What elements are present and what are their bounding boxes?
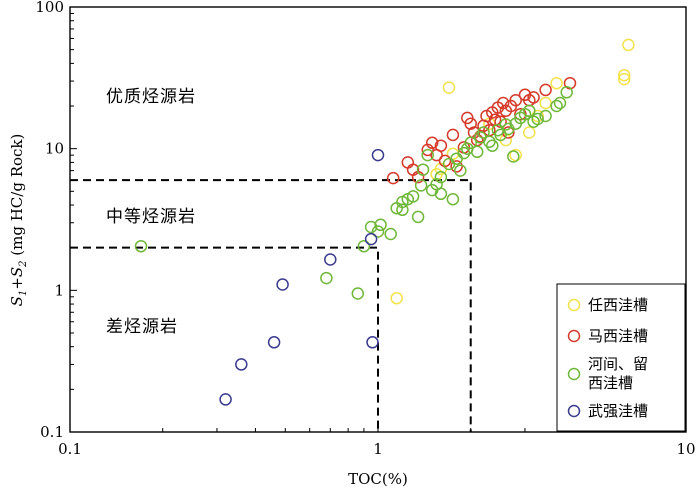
legend-label-ma-xi: 马西洼槽: [588, 327, 648, 345]
data-point-series-2: [560, 86, 573, 99]
data-points: [134, 38, 635, 406]
y-axis-title-sub2: 2: [18, 260, 29, 267]
data-point-series-2: [507, 150, 520, 163]
data-point-series-0: [622, 38, 635, 52]
data-point-series-0: [539, 96, 552, 110]
data-point-series-2: [470, 145, 484, 159]
y-tick-label: 10: [45, 140, 64, 158]
data-point-series-2: [446, 192, 460, 206]
data-point-series-2: [531, 112, 544, 126]
data-point-series-3: [267, 336, 281, 349]
data-point-series-1: [425, 136, 439, 150]
data-point-series-2: [434, 170, 448, 184]
data-point-series-2: [351, 287, 365, 300]
boundary-good-medium: [70, 179, 472, 432]
x-tick-label: 1: [373, 440, 383, 458]
data-point-series-2: [421, 148, 434, 162]
legend-label-line: 西洼槽: [588, 374, 633, 392]
data-point-series-2: [414, 179, 428, 192]
data-point-series-1: [386, 171, 400, 185]
zone-boundaries: [70, 179, 472, 432]
zone-label-good: 优质烃源岩: [106, 87, 196, 107]
data-point-series-2: [357, 239, 371, 253]
data-point-series-1: [446, 128, 460, 142]
data-point-series-0: [617, 68, 631, 82]
x-axis-title: TOC(%): [348, 470, 408, 488]
data-point-series-1: [438, 154, 452, 168]
data-point-series-2: [364, 220, 378, 234]
data-point-series-2: [494, 128, 507, 142]
data-point-series-2: [406, 190, 420, 203]
data-point-series-2: [434, 187, 448, 201]
data-point-series-2: [320, 271, 333, 285]
data-point-series-1: [434, 139, 448, 152]
data-point-series-3: [235, 358, 248, 371]
legend: 任西洼槽 马西洼槽 河间、留西洼槽 武强洼槽: [556, 283, 686, 432]
data-point-series-2: [374, 218, 387, 232]
data-point-series-3: [324, 253, 337, 266]
legend-marker-hejian-liuxi: [567, 367, 581, 381]
data-point-series-1: [496, 96, 510, 110]
legend-label-wuqiang: 武强洼槽: [588, 402, 648, 420]
y-tick-label: 0.1: [40, 423, 64, 441]
data-point-series-2: [134, 239, 148, 253]
data-point-series-2: [411, 210, 425, 224]
data-point-series-0: [509, 148, 522, 162]
data-point-series-0: [550, 76, 563, 90]
y-tick-label: 100: [35, 0, 64, 16]
data-point-series-2: [454, 164, 467, 177]
data-point-series-0: [390, 291, 403, 305]
data-point-series-3: [371, 148, 385, 162]
x-tick-label: 0.1: [58, 440, 82, 458]
y-axis-title-sub1: 1: [18, 290, 29, 296]
y-axis-title-s: S: [8, 296, 26, 306]
legend-marker-ren-xi: [567, 298, 581, 312]
legend-marker-ma-xi: [567, 329, 581, 343]
data-point-series-2: [523, 104, 536, 118]
data-point-series-2: [477, 126, 490, 139]
data-point-series-2: [553, 96, 567, 110]
zone-label-poor: 差烃源岩: [106, 317, 178, 337]
data-point-series-1: [509, 93, 522, 107]
y-axis-title-unit: (mg HC/g Rock): [8, 134, 26, 261]
data-point-series-3: [219, 393, 232, 406]
legend-marker-wuqiang: [567, 404, 581, 418]
legend-label-ren-xi: 任西洼槽: [588, 296, 648, 314]
data-point-series-2: [486, 139, 499, 152]
data-point-series-0: [523, 126, 536, 139]
y-axis-title-plus-s: +S: [8, 267, 26, 290]
data-point-series-1: [461, 111, 474, 125]
data-point-series-0: [442, 81, 456, 94]
data-point-series-2: [416, 163, 430, 176]
axis-ticks: 0.1 1 10 0.1 1 10 100: [35, 0, 695, 458]
data-point-series-1: [401, 156, 415, 169]
data-point-series-0: [617, 72, 631, 86]
data-point-series-3: [276, 278, 289, 291]
data-point-series-2: [464, 136, 477, 150]
data-point-series-1: [539, 83, 552, 97]
data-point-series-3: [364, 232, 378, 246]
data-point-series-2: [539, 109, 552, 123]
data-point-series-3: [366, 336, 379, 349]
legend-label-hejian-liuxi: 河间、留西洼槽: [588, 355, 648, 392]
data-point-series-2: [384, 227, 397, 241]
data-point-series-1: [527, 91, 540, 104]
x-tick-label: 10: [676, 440, 695, 458]
legend-label-line: 河间、留: [588, 355, 648, 373]
y-tick-label: 1: [54, 281, 64, 299]
data-point-series-2: [396, 203, 409, 217]
boundary-medium-poor: [70, 246, 379, 432]
data-point-series-1: [450, 160, 463, 173]
zone-label-medium: 中等烃源岩: [106, 207, 196, 227]
data-point-series-2: [371, 225, 385, 238]
y-axis-title: S1+S2 (mg HC/g Rock): [8, 134, 29, 307]
data-point-series-2: [550, 99, 563, 113]
